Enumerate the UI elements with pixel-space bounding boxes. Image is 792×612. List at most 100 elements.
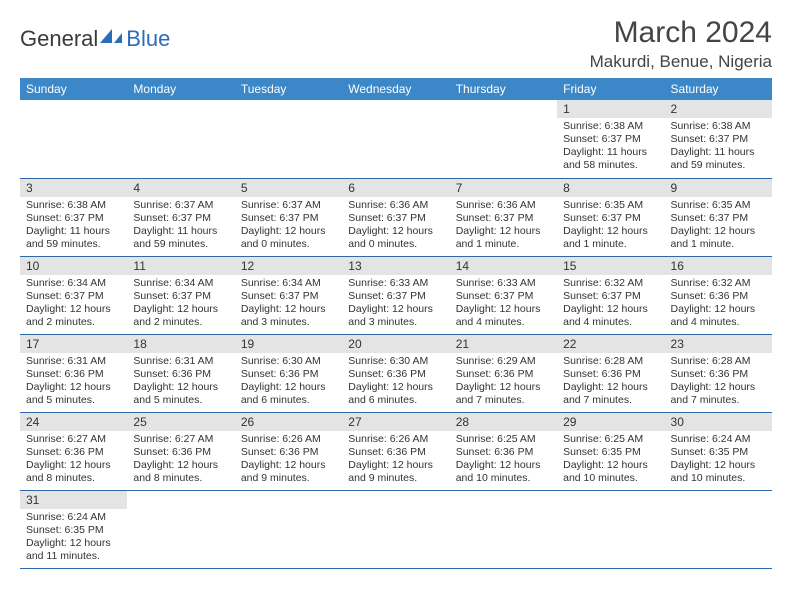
sunset-text: Sunset: 6:37 PM	[563, 212, 658, 225]
sunrise-text: Sunrise: 6:33 AM	[348, 277, 443, 290]
calendar-day: 10Sunrise: 6:34 AMSunset: 6:37 PMDayligh…	[20, 256, 127, 334]
sunrise-text: Sunrise: 6:26 AM	[241, 433, 336, 446]
calendar-day: 13Sunrise: 6:33 AMSunset: 6:37 PMDayligh…	[342, 256, 449, 334]
sunset-text: Sunset: 6:36 PM	[26, 446, 121, 459]
calendar-day: 22Sunrise: 6:28 AMSunset: 6:36 PMDayligh…	[557, 334, 664, 412]
sunrise-text: Sunrise: 6:35 AM	[671, 199, 766, 212]
calendar-day: 6Sunrise: 6:36 AMSunset: 6:37 PMDaylight…	[342, 178, 449, 256]
calendar-day: 19Sunrise: 6:30 AMSunset: 6:36 PMDayligh…	[235, 334, 342, 412]
sunrise-text: Sunrise: 6:29 AM	[456, 355, 551, 368]
calendar-week: 31Sunrise: 6:24 AMSunset: 6:35 PMDayligh…	[20, 490, 772, 568]
sunrise-text: Sunrise: 6:38 AM	[26, 199, 121, 212]
sunset-text: Sunset: 6:37 PM	[563, 133, 658, 146]
day-number: 20	[342, 335, 449, 353]
day-detail: Sunrise: 6:25 AMSunset: 6:36 PMDaylight:…	[450, 431, 557, 490]
calendar-day: 31Sunrise: 6:24 AMSunset: 6:35 PMDayligh…	[20, 490, 127, 568]
calendar-day-empty	[450, 490, 557, 568]
sunset-text: Sunset: 6:37 PM	[671, 212, 766, 225]
daylight-text: Daylight: 12 hours and 5 minutes.	[133, 381, 228, 407]
logo-text-blue: Blue	[126, 26, 170, 52]
day-number: 25	[127, 413, 234, 431]
sunset-text: Sunset: 6:36 PM	[563, 368, 658, 381]
day-number: 11	[127, 257, 234, 275]
calendar-day: 24Sunrise: 6:27 AMSunset: 6:36 PMDayligh…	[20, 412, 127, 490]
day-number: 2	[665, 100, 772, 118]
day-number: 6	[342, 179, 449, 197]
day-number: 3	[20, 179, 127, 197]
daylight-text: Daylight: 12 hours and 7 minutes.	[456, 381, 551, 407]
daylight-text: Daylight: 12 hours and 1 minute.	[456, 225, 551, 251]
day-detail: Sunrise: 6:27 AMSunset: 6:36 PMDaylight:…	[20, 431, 127, 490]
daylight-text: Daylight: 12 hours and 2 minutes.	[26, 303, 121, 329]
sunrise-text: Sunrise: 6:30 AM	[348, 355, 443, 368]
calendar-day: 28Sunrise: 6:25 AMSunset: 6:36 PMDayligh…	[450, 412, 557, 490]
day-detail: Sunrise: 6:30 AMSunset: 6:36 PMDaylight:…	[342, 353, 449, 412]
day-number: 29	[557, 413, 664, 431]
calendar-day: 11Sunrise: 6:34 AMSunset: 6:37 PMDayligh…	[127, 256, 234, 334]
day-number: 27	[342, 413, 449, 431]
calendar-day: 12Sunrise: 6:34 AMSunset: 6:37 PMDayligh…	[235, 256, 342, 334]
day-number: 8	[557, 179, 664, 197]
day-detail: Sunrise: 6:27 AMSunset: 6:36 PMDaylight:…	[127, 431, 234, 490]
daylight-text: Daylight: 12 hours and 8 minutes.	[26, 459, 121, 485]
sunset-text: Sunset: 6:36 PM	[671, 368, 766, 381]
calendar-day: 15Sunrise: 6:32 AMSunset: 6:37 PMDayligh…	[557, 256, 664, 334]
calendar-day: 30Sunrise: 6:24 AMSunset: 6:35 PMDayligh…	[665, 412, 772, 490]
sunset-text: Sunset: 6:36 PM	[456, 368, 551, 381]
daylight-text: Daylight: 11 hours and 59 minutes.	[671, 146, 766, 172]
sunrise-text: Sunrise: 6:27 AM	[133, 433, 228, 446]
day-detail: Sunrise: 6:24 AMSunset: 6:35 PMDaylight:…	[20, 509, 127, 568]
sunrise-text: Sunrise: 6:37 AM	[241, 199, 336, 212]
day-detail: Sunrise: 6:24 AMSunset: 6:35 PMDaylight:…	[665, 431, 772, 490]
calendar-day-empty	[342, 100, 449, 178]
daylight-text: Daylight: 12 hours and 7 minutes.	[671, 381, 766, 407]
daylight-text: Daylight: 11 hours and 59 minutes.	[133, 225, 228, 251]
daylight-text: Daylight: 12 hours and 10 minutes.	[563, 459, 658, 485]
day-number: 14	[450, 257, 557, 275]
day-number: 9	[665, 179, 772, 197]
day-detail: Sunrise: 6:36 AMSunset: 6:37 PMDaylight:…	[342, 197, 449, 256]
calendar-day: 16Sunrise: 6:32 AMSunset: 6:36 PMDayligh…	[665, 256, 772, 334]
day-number: 21	[450, 335, 557, 353]
sunset-text: Sunset: 6:37 PM	[241, 290, 336, 303]
day-detail: Sunrise: 6:26 AMSunset: 6:36 PMDaylight:…	[342, 431, 449, 490]
sunrise-text: Sunrise: 6:31 AM	[26, 355, 121, 368]
calendar-day: 26Sunrise: 6:26 AMSunset: 6:36 PMDayligh…	[235, 412, 342, 490]
daylight-text: Daylight: 12 hours and 0 minutes.	[348, 225, 443, 251]
calendar-day: 29Sunrise: 6:25 AMSunset: 6:35 PMDayligh…	[557, 412, 664, 490]
daylight-text: Daylight: 12 hours and 10 minutes.	[456, 459, 551, 485]
daylight-text: Daylight: 12 hours and 3 minutes.	[348, 303, 443, 329]
sunset-text: Sunset: 6:37 PM	[456, 212, 551, 225]
sunrise-text: Sunrise: 6:33 AM	[456, 277, 551, 290]
day-number: 19	[235, 335, 342, 353]
logo-text-general: General	[20, 26, 98, 52]
day-of-week-header: Thursday	[450, 78, 557, 100]
daylight-text: Daylight: 12 hours and 5 minutes.	[26, 381, 121, 407]
daylight-text: Daylight: 12 hours and 8 minutes.	[133, 459, 228, 485]
calendar-day-empty	[127, 100, 234, 178]
sunrise-text: Sunrise: 6:30 AM	[241, 355, 336, 368]
calendar-day-empty	[127, 490, 234, 568]
month-title: March 2024	[590, 16, 772, 50]
day-detail: Sunrise: 6:31 AMSunset: 6:36 PMDaylight:…	[20, 353, 127, 412]
logo: General Blue	[20, 26, 170, 52]
sunset-text: Sunset: 6:35 PM	[563, 446, 658, 459]
day-number: 31	[20, 491, 127, 509]
sunrise-text: Sunrise: 6:38 AM	[671, 120, 766, 133]
daylight-text: Daylight: 12 hours and 10 minutes.	[671, 459, 766, 485]
sunset-text: Sunset: 6:36 PM	[26, 368, 121, 381]
calendar-day-empty	[450, 100, 557, 178]
calendar-day: 18Sunrise: 6:31 AMSunset: 6:36 PMDayligh…	[127, 334, 234, 412]
day-of-week-header: Sunday	[20, 78, 127, 100]
daylight-text: Daylight: 12 hours and 9 minutes.	[348, 459, 443, 485]
calendar-week: 3Sunrise: 6:38 AMSunset: 6:37 PMDaylight…	[20, 178, 772, 256]
daylight-text: Daylight: 11 hours and 59 minutes.	[26, 225, 121, 251]
daylight-text: Daylight: 12 hours and 1 minute.	[671, 225, 766, 251]
sail-icon	[98, 27, 124, 52]
sunset-text: Sunset: 6:36 PM	[348, 446, 443, 459]
calendar-day: 14Sunrise: 6:33 AMSunset: 6:37 PMDayligh…	[450, 256, 557, 334]
calendar-day-empty	[342, 490, 449, 568]
calendar-day: 27Sunrise: 6:26 AMSunset: 6:36 PMDayligh…	[342, 412, 449, 490]
sunset-text: Sunset: 6:37 PM	[348, 212, 443, 225]
day-number: 30	[665, 413, 772, 431]
